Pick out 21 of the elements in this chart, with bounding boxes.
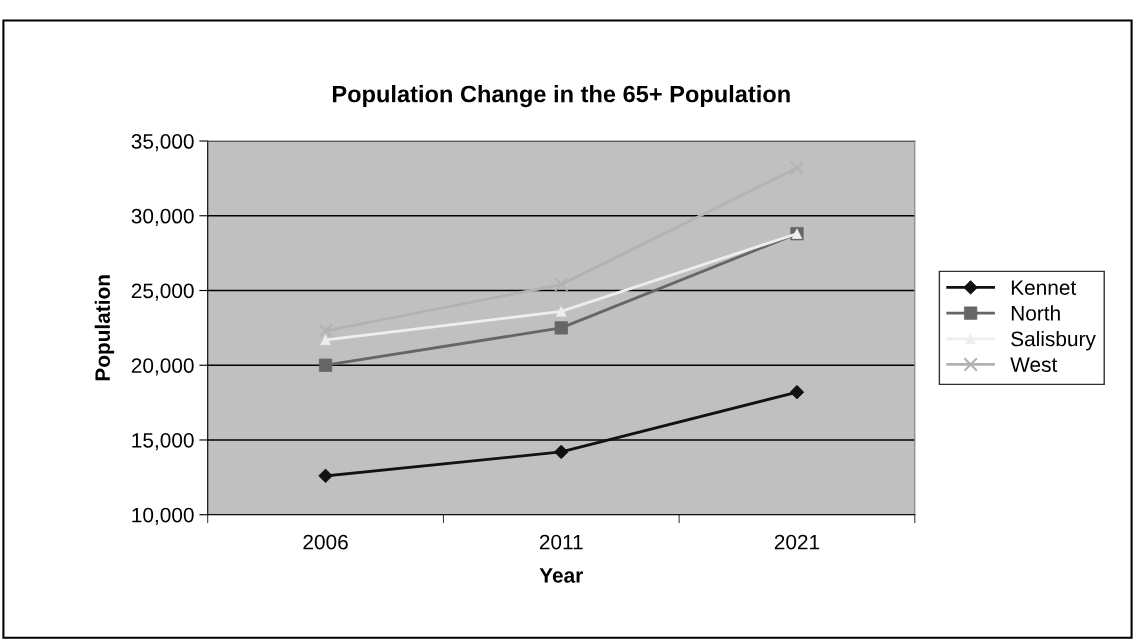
- y-tick-label: 15,000: [132, 432, 194, 451]
- legend-label: Kennet: [1011, 280, 1077, 295]
- x-tick-label: 2021: [774, 534, 820, 550]
- x-tick-label: 2011: [539, 534, 583, 550]
- y-tick-label: 35,000: [131, 134, 194, 152]
- x-tick-label: 2006: [303, 534, 348, 550]
- point: [553, 277, 569, 292]
- legend-label: West: [1010, 357, 1058, 372]
- point: [318, 358, 333, 372]
- point: [318, 323, 333, 339]
- y-tick-label: 20,000: [131, 358, 194, 376]
- legend-label: Salisbury: [1011, 331, 1096, 351]
- x-axis-title: Year: [539, 568, 583, 583]
- point: [554, 321, 568, 335]
- y-axis-title: Population: [94, 275, 115, 381]
- y-tick-label: 10,000: [132, 507, 194, 525]
- chart-title: Population Change in the 65+ Population: [332, 85, 790, 108]
- legend-label: North: [1011, 305, 1060, 321]
- y-tick-label: 25,000: [131, 283, 194, 301]
- point: [554, 444, 569, 460]
- y-tick-label: 30,000: [131, 208, 194, 226]
